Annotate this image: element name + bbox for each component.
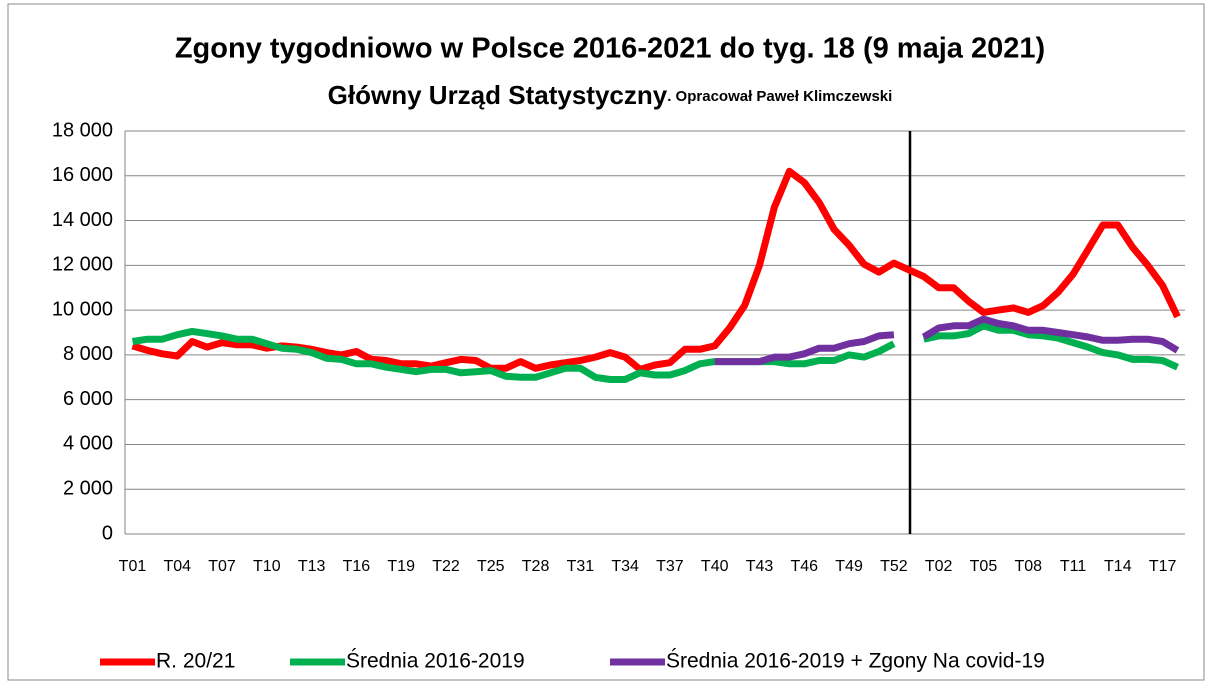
x-tick-label: T34	[611, 558, 639, 575]
annotation: . Opracował Paweł Klimczewski	[667, 88, 892, 105]
x-tick-label: T11	[1060, 558, 1086, 575]
x-tick-label: T25	[477, 558, 505, 575]
y-tick-label: 2 000	[63, 478, 113, 500]
chart-subtitle: Główny Urząd Statystyczny. Opracował Paw…	[328, 80, 893, 110]
legend-label: R. 20/21	[156, 650, 235, 673]
chart-title: Zgony tygodniowo w Polsce 2016-2021 do t…	[175, 33, 1045, 65]
x-tick-label: T49	[835, 558, 863, 575]
x-tick-label: T52	[880, 558, 908, 575]
legend-label: Średnia 2016-2019 + Zgony Na covid-19	[666, 649, 1045, 673]
legend-label: Średnia 2016-2019	[346, 649, 525, 673]
y-tick-label: 14 000	[52, 209, 113, 231]
x-tick-label: T46	[791, 558, 819, 575]
x-tick-label: T31	[567, 558, 595, 575]
y-tick-label: 0	[102, 522, 113, 544]
x-tick-label: T19	[387, 558, 415, 575]
x-tick-label: T01	[119, 558, 147, 575]
x-tick-label: T17	[1149, 558, 1177, 575]
series-line	[714, 315, 1180, 366]
y-tick-label: 4 000	[63, 433, 113, 455]
x-tick-label: T08	[1014, 558, 1042, 575]
x-tick-label: T10	[253, 558, 281, 575]
x-tick-label: T02	[925, 558, 953, 575]
x-tick-label: T28	[522, 558, 550, 575]
x-tick-label: T14	[1104, 558, 1132, 575]
x-tick-label: T37	[656, 558, 684, 575]
y-tick-label: 12 000	[52, 254, 113, 276]
x-tick-label: T04	[163, 558, 191, 575]
y-tick-label: 16 000	[52, 164, 113, 186]
x-tick-label: T43	[746, 558, 774, 575]
y-tick-label: 6 000	[63, 388, 113, 410]
x-tick-label: T07	[208, 558, 236, 575]
x-tick-label: T40	[701, 558, 729, 575]
x-tick-label: T16	[343, 558, 371, 575]
y-tick-label: 8 000	[63, 343, 113, 365]
x-tick-label: T22	[432, 558, 460, 575]
subtitle: Główny Urząd Statystyczny	[328, 80, 668, 110]
y-tick-label: 10 000	[52, 298, 113, 320]
y-tick-label: 18 000	[52, 119, 113, 141]
x-tick-label: T13	[298, 558, 326, 575]
chart-frame	[7, 3, 1205, 681]
x-tick-label: T05	[970, 558, 998, 575]
